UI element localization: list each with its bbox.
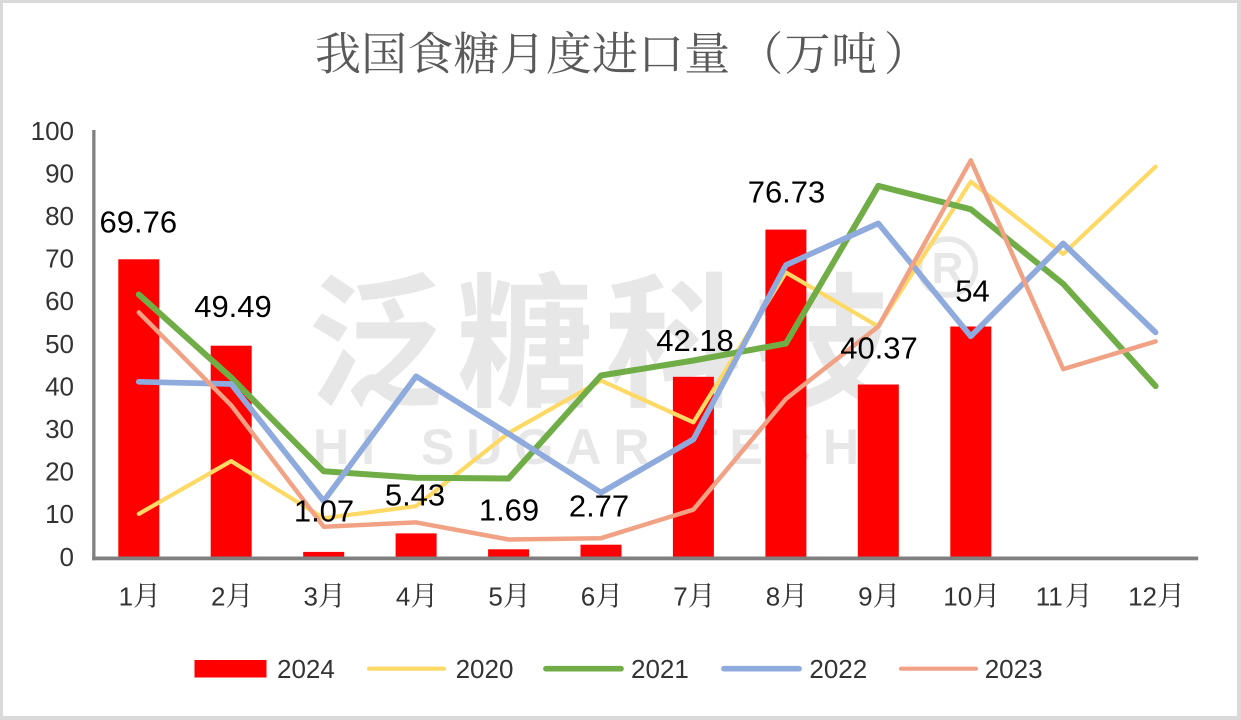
svg-text:49.49: 49.49 [194, 289, 272, 324]
svg-text:2023: 2023 [985, 654, 1043, 684]
svg-text:2.77: 2.77 [569, 488, 629, 523]
svg-text:7: 7 [673, 582, 687, 612]
svg-text:42.18: 42.18 [656, 323, 734, 358]
svg-text:5: 5 [488, 582, 502, 612]
svg-text:1.69: 1.69 [479, 493, 539, 528]
svg-text:1: 1 [119, 582, 133, 612]
svg-text:69.76: 69.76 [100, 205, 178, 240]
svg-text:9: 9 [858, 582, 872, 612]
svg-text:2: 2 [211, 582, 225, 612]
svg-text:11: 11 [1036, 582, 1063, 612]
svg-text:SUGAR: SUGAR [421, 419, 662, 475]
svg-text:30: 30 [45, 414, 74, 444]
svg-text:50: 50 [45, 329, 74, 359]
svg-text:1.07: 1.07 [294, 494, 354, 529]
svg-text:100: 100 [31, 116, 74, 146]
svg-text:6: 6 [581, 582, 595, 612]
svg-text:3: 3 [304, 582, 318, 612]
svg-text:80: 80 [45, 201, 74, 231]
svg-text:70: 70 [45, 244, 74, 274]
svg-text:2021: 2021 [631, 654, 689, 684]
svg-text:2024: 2024 [277, 654, 335, 684]
svg-text:54: 54 [955, 273, 989, 308]
svg-text:90: 90 [45, 158, 74, 188]
svg-text:2022: 2022 [809, 654, 867, 684]
svg-text:4: 4 [396, 582, 410, 612]
svg-text:40: 40 [45, 371, 74, 401]
svg-text:20: 20 [45, 457, 74, 487]
svg-text:10: 10 [943, 582, 972, 612]
svg-text:8: 8 [766, 582, 780, 612]
svg-text:12: 12 [1128, 582, 1157, 612]
svg-text:76.73: 76.73 [748, 174, 826, 209]
svg-text:2020: 2020 [456, 654, 514, 684]
svg-text:R: R [932, 244, 964, 293]
svg-text:60: 60 [45, 286, 74, 316]
svg-text:10: 10 [45, 499, 74, 529]
svg-text:5.43: 5.43 [385, 477, 445, 512]
svg-text:0: 0 [60, 542, 74, 572]
svg-text:40.37: 40.37 [840, 330, 918, 365]
